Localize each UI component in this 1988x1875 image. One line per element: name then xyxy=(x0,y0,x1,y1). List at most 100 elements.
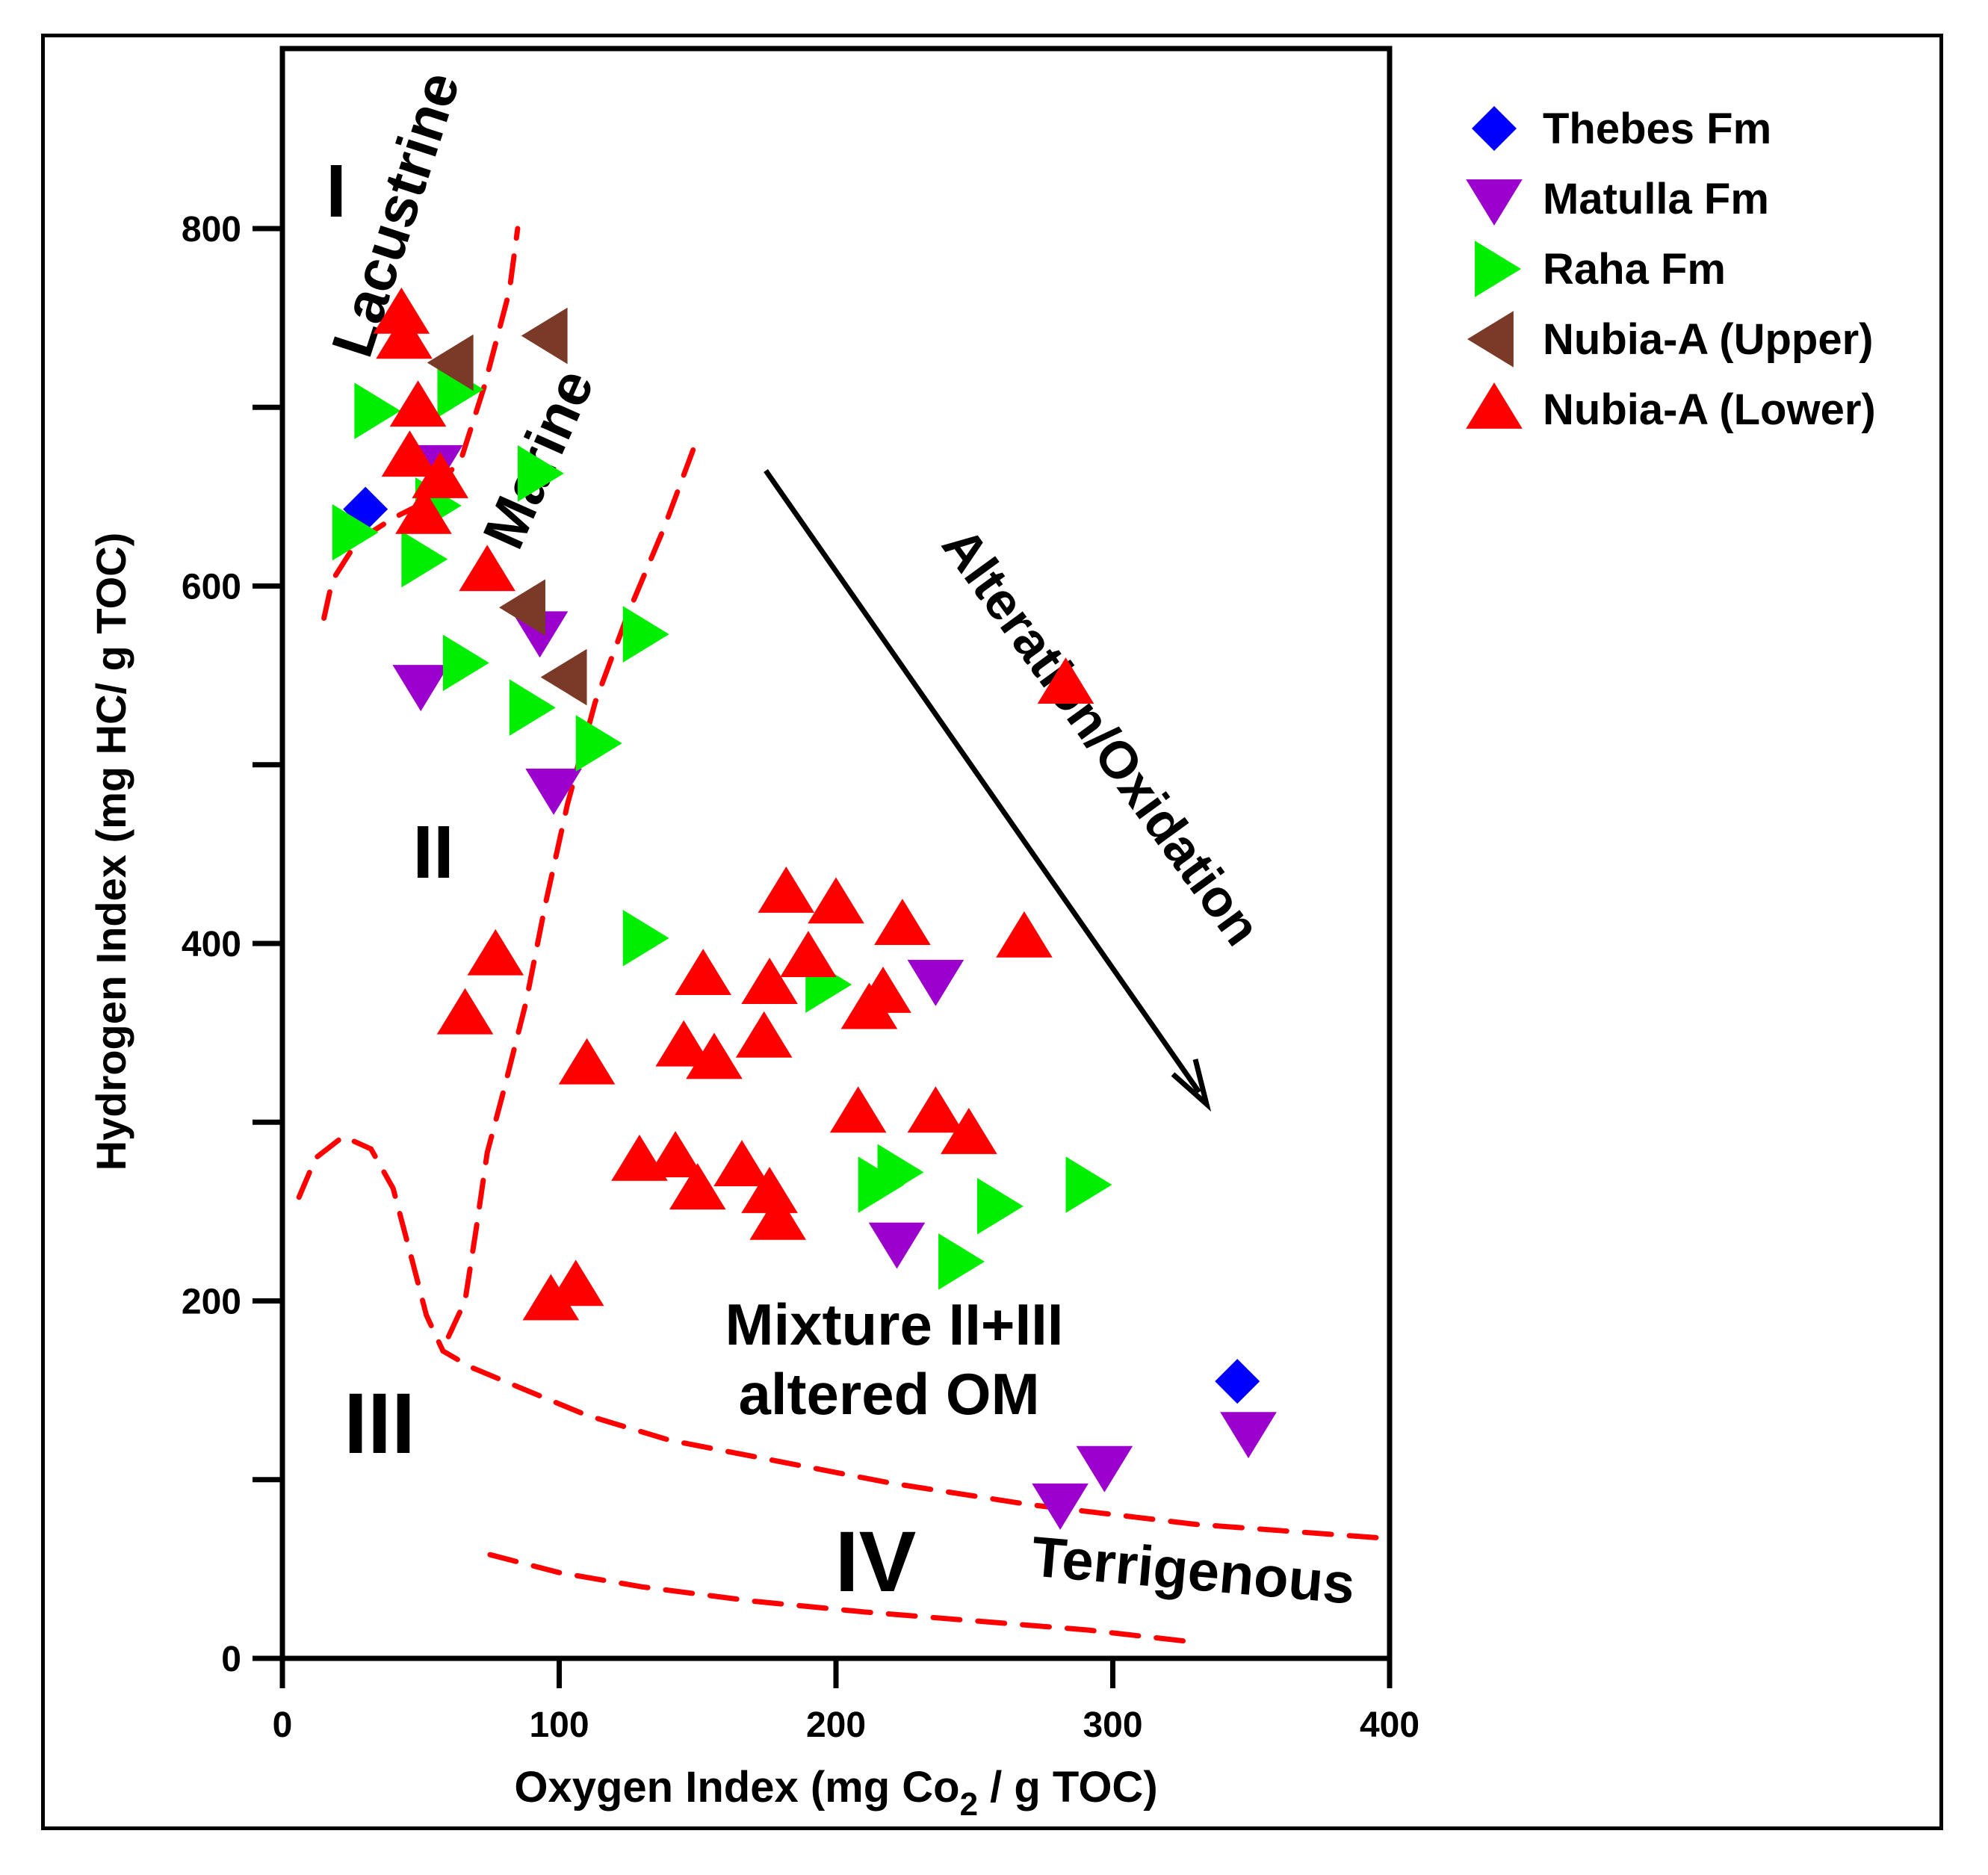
data-point-matulla-fm xyxy=(1076,1445,1133,1493)
axes: 0 200 400 600 800 0 100 200 300 400 Oxygen Index (… xyxy=(87,46,1419,1823)
type-boundaries xyxy=(296,226,1393,1645)
region-labels: IIIIIIIVLacustrineMarineTerrigenousMixtu… xyxy=(319,63,1357,1616)
data-point-nubia-a-lower xyxy=(655,1020,713,1067)
legend-label-raha-fm: Raha Fm xyxy=(1543,245,1726,294)
terrigenous-label: Terrigenous xyxy=(1029,1525,1357,1616)
data-point-nubia-a-lower xyxy=(780,931,837,978)
y-tick-label: 600 xyxy=(182,568,241,607)
data-point-matulla-fm xyxy=(907,959,964,1006)
data-point-raha-fm xyxy=(976,1177,1024,1235)
x-tick-label: 400 xyxy=(1360,1705,1419,1745)
y-tick-label: 400 xyxy=(182,925,241,964)
legend: Thebes Fm Matulla Fm Raha Fm Nubia-A (Upper… xyxy=(1466,105,1876,434)
figure-frame xyxy=(41,34,1943,1830)
x-tick-label: 300 xyxy=(1083,1705,1142,1745)
data-point-nubia-a-lower xyxy=(741,958,798,1004)
data-point-matulla-fm xyxy=(868,1222,926,1269)
x-axis-label: Oxygen Index (mg Co2 / g TOC) xyxy=(514,1763,1157,1823)
data-point-nubia-a-lower xyxy=(686,1032,743,1079)
region-label-ii: II xyxy=(412,811,454,894)
data-point-raha-fm xyxy=(938,1233,985,1290)
data-point-nubia-a-lower xyxy=(758,867,815,913)
data-point-nubia-a-lower xyxy=(381,430,439,477)
data-point-matulla-fm xyxy=(1220,1412,1277,1459)
data-point-nubia-a-lower xyxy=(389,380,447,427)
data-point-nubia-a-lower xyxy=(459,545,515,592)
y-axis-label: Hydrogen Index (mg HC/ g TOC) xyxy=(87,533,134,1171)
data-point-nubia-a-upper xyxy=(540,648,587,706)
data-point-nubia-a-lower xyxy=(808,877,864,924)
x-tick-label: 100 xyxy=(529,1705,589,1745)
x-tick-label: 0 xyxy=(273,1705,293,1745)
data-point-nubia-a-lower xyxy=(840,982,898,1029)
data-point-nubia-a-upper xyxy=(499,579,545,636)
alteration-oxidation-label: Alteration/Oxidation xyxy=(931,517,1272,955)
legend-label-thebes-fm: Thebes Fm xyxy=(1543,105,1771,153)
data-point-nubia-a-lower xyxy=(735,1011,793,1058)
data-point-nubia-a-lower xyxy=(829,1086,887,1133)
region-label-iii: III xyxy=(344,1376,415,1472)
mixture-label-line1: Mixture II+III xyxy=(725,1292,1064,1357)
data-point-raha-fm xyxy=(622,910,669,967)
legend-label-nubia-a-upper: Nubia-A (Upper) xyxy=(1543,315,1873,364)
data-point-nubia-a-lower xyxy=(675,949,731,995)
region-label-i: I xyxy=(326,149,347,233)
legend-marker-thebes-fm xyxy=(1472,106,1517,151)
data-point-raha-fm xyxy=(622,606,669,663)
y-tick-label: 0 xyxy=(221,1640,241,1679)
data-point-raha-fm xyxy=(1065,1156,1112,1213)
y-tick-label: 800 xyxy=(182,210,241,250)
data-point-raha-fm xyxy=(858,1156,905,1213)
legend-marker-nubia-a-upper xyxy=(1467,311,1514,368)
data-point-nubia-a-lower xyxy=(941,1107,997,1154)
boundary-line-4 xyxy=(487,1552,1199,1645)
data-point-nubia-a-lower xyxy=(395,487,452,534)
data-point-nubia-a-upper xyxy=(427,334,474,391)
data-point-nubia-a-lower xyxy=(749,1193,806,1240)
boundary-line-1 xyxy=(321,226,521,622)
data-point-raha-fm xyxy=(442,634,489,692)
data-point-nubia-a-lower xyxy=(741,1166,798,1213)
data-point-raha-fm xyxy=(517,444,564,502)
legend-label-nubia-a-lower: Nubia-A (Lower) xyxy=(1543,385,1876,434)
data-point-matulla-fm xyxy=(1032,1483,1089,1530)
data-point-raha-fm xyxy=(332,503,379,561)
data-point-nubia-a-lower xyxy=(467,929,524,976)
data-point-nubia-a-lower xyxy=(547,1259,604,1307)
data-point-thebes-fm xyxy=(1215,1359,1260,1404)
data-point-matulla-fm xyxy=(525,768,582,815)
legend-label-matulla-fm: Matulla Fm xyxy=(1543,175,1769,223)
data-point-raha-fm xyxy=(354,382,401,439)
data-point-nubia-a-lower xyxy=(1037,657,1094,704)
data-point-raha-fm xyxy=(509,679,556,736)
legend-marker-matulla-fm xyxy=(1466,179,1523,226)
legend-marker-raha-fm xyxy=(1475,241,1521,297)
data-point-matulla-fm xyxy=(392,665,450,712)
mixture-label-line2: altered OM xyxy=(738,1361,1039,1427)
data-point-nubia-a-lower xyxy=(373,287,430,334)
alteration-arrow-head xyxy=(1171,1059,1212,1112)
data-points xyxy=(332,287,1277,1530)
x-tick-label: 200 xyxy=(806,1705,866,1745)
data-point-nubia-a-lower xyxy=(713,1140,770,1186)
data-point-nubia-a-lower xyxy=(907,1086,964,1133)
data-point-nubia-a-lower xyxy=(412,451,468,498)
legend-marker-nubia-a-lower xyxy=(1466,382,1523,429)
data-point-nubia-a-lower xyxy=(874,899,931,945)
data-point-nubia-a-lower xyxy=(647,1131,704,1178)
data-point-nubia-a-lower xyxy=(669,1163,726,1210)
data-point-nubia-a-lower xyxy=(558,1038,616,1085)
data-point-nubia-a-lower xyxy=(376,312,433,359)
alteration-arrow xyxy=(764,468,1201,1094)
data-point-nubia-a-lower xyxy=(522,1274,580,1321)
boundary-line-3 xyxy=(296,1133,1393,1542)
data-point-nubia-a-upper xyxy=(521,307,568,365)
boundary-line-2 xyxy=(445,435,701,1339)
y-tick-label: 200 xyxy=(182,1283,241,1322)
data-point-nubia-a-lower xyxy=(996,911,1053,958)
data-point-nubia-a-lower xyxy=(436,988,494,1035)
data-point-raha-fm xyxy=(401,530,448,588)
region-label-iv: IV xyxy=(835,1514,917,1610)
data-point-raha-fm xyxy=(575,715,622,772)
